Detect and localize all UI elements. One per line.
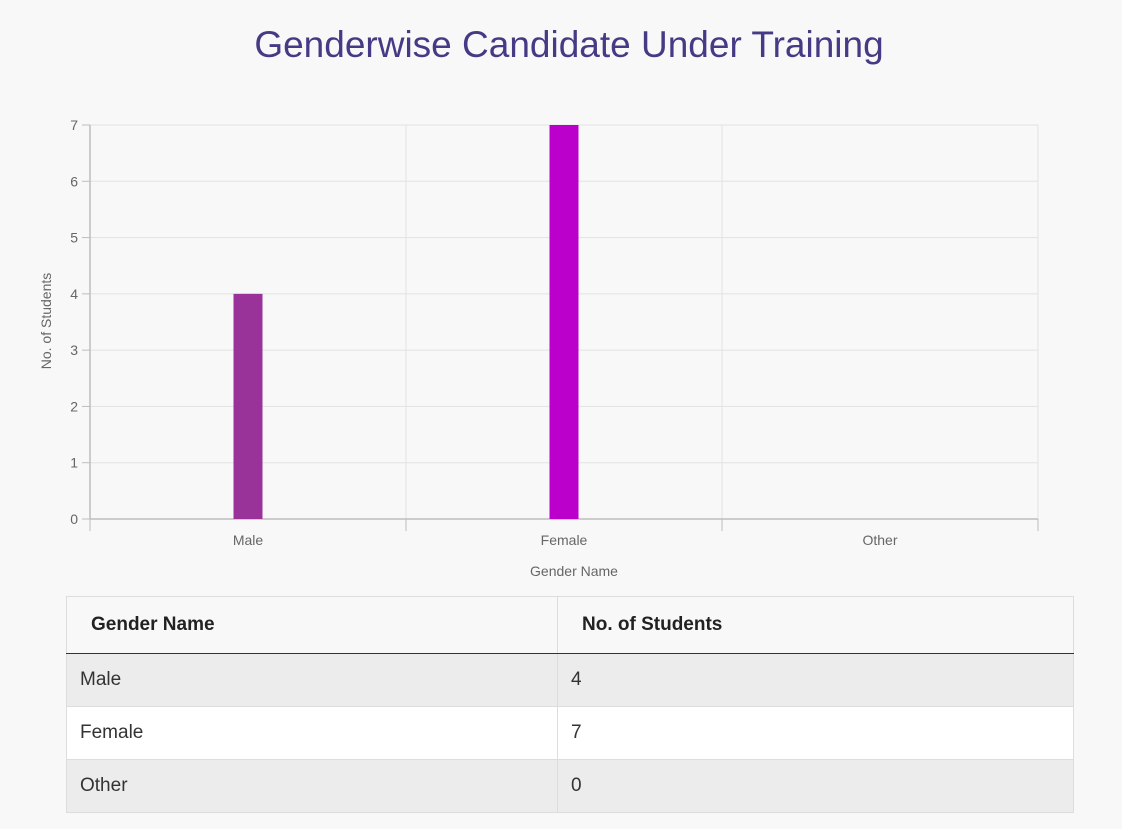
table-row: Male 4	[66, 653, 1074, 707]
y-tick-label: 3	[70, 342, 78, 358]
y-tick-label: 0	[70, 511, 78, 527]
column-header-gender: Gender Name	[66, 596, 558, 654]
table-cell-count: 4	[557, 653, 1074, 707]
table-cell-gender: Other	[66, 759, 558, 813]
table-cell-count: 0	[557, 759, 1074, 813]
column-header-students: No. of Students	[557, 596, 1074, 654]
y-axis-title: No. of Students	[38, 273, 54, 370]
y-tick-label: 5	[70, 230, 78, 246]
x-tick-label: Female	[541, 532, 588, 548]
y-tick-label: 1	[70, 455, 78, 471]
bar-female	[549, 125, 579, 519]
table-row: Female 7	[66, 706, 1074, 760]
x-axis-title: Gender Name	[530, 563, 618, 579]
page-title: Genderwise Candidate Under Training	[254, 24, 884, 65]
table-cell-gender: Female	[66, 706, 558, 760]
y-tick-label: 4	[70, 286, 78, 302]
table-cell-gender: Male	[66, 653, 558, 707]
bar-male	[233, 293, 263, 519]
table-row: Other 0	[66, 759, 1074, 813]
y-tick-label: 7	[70, 117, 78, 133]
data-table: Gender Name No. of Students Male 4 Femal…	[66, 596, 1074, 813]
y-tick-label: 6	[70, 173, 78, 189]
x-tick-label: Other	[862, 532, 897, 548]
table-header-row: Gender Name No. of Students	[66, 596, 1074, 654]
bar-chart: 0 1 2 3 4 5 6 7 Male Female Other Gender Name No. of…	[38, 117, 1039, 579]
table-cell-count: 7	[557, 706, 1074, 760]
x-tick-label: Male	[233, 532, 264, 548]
y-tick-label: 2	[70, 398, 78, 414]
